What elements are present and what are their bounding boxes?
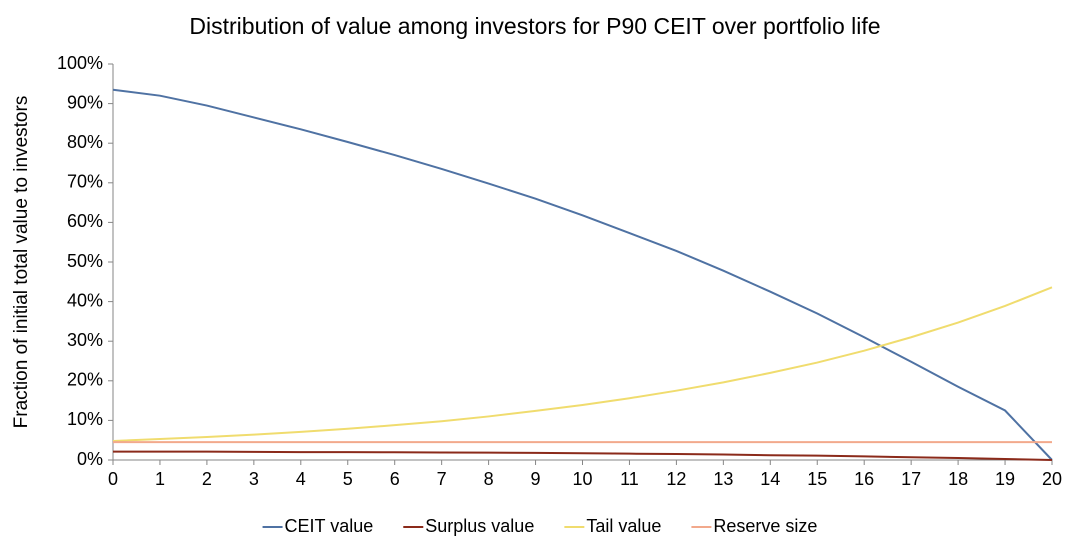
- x-tick-label: 1: [155, 469, 165, 489]
- x-tick-label: 16: [854, 469, 874, 489]
- x-tick-label: 19: [995, 469, 1015, 489]
- x-tick-label: 2: [202, 469, 212, 489]
- x-tick-label: 15: [807, 469, 827, 489]
- series-line: [112, 88, 1053, 461]
- y-tick-label: 60%: [67, 211, 103, 231]
- x-tick-label: 8: [484, 469, 494, 489]
- chart-title: Distribution of value among investors fo…: [189, 13, 880, 39]
- y-axis-title: Fraction of initial total value to inves…: [11, 96, 32, 429]
- x-tick-label: 9: [531, 469, 541, 489]
- y-tick-label: 10%: [67, 409, 103, 429]
- x-tick-label: 12: [666, 469, 686, 489]
- x-tick-label: 18: [948, 469, 968, 489]
- series-line: [112, 286, 1053, 442]
- x-tick-label: 10: [572, 469, 592, 489]
- x-tick-label: 17: [901, 469, 921, 489]
- y-tick-label: 50%: [67, 251, 103, 271]
- x-tick-label: 5: [343, 469, 353, 489]
- y-tick-label: 40%: [67, 290, 103, 310]
- legend-label: Surplus value: [425, 516, 534, 536]
- y-tick-label: 80%: [67, 132, 103, 152]
- legend-label: Reserve size: [713, 516, 817, 536]
- y-tick-label: 90%: [67, 92, 103, 112]
- x-tick-label: 14: [760, 469, 780, 489]
- y-tick-label: 70%: [67, 172, 103, 192]
- x-tick-label: 4: [296, 469, 306, 489]
- y-tick-label: 0%: [77, 449, 103, 469]
- series-line: [113, 450, 1053, 461]
- y-tick-label: 30%: [67, 330, 103, 350]
- x-tick-label: 0: [108, 469, 118, 489]
- x-tick-label: 7: [437, 469, 447, 489]
- y-tick-label: 100%: [57, 53, 103, 73]
- x-tick-label: 11: [620, 469, 639, 489]
- x-tick-label: 13: [713, 469, 733, 489]
- x-tick-label: 20: [1042, 469, 1062, 489]
- legend-label: CEIT value: [285, 516, 374, 536]
- x-tick-label: 6: [390, 469, 400, 489]
- x-tick-label: 3: [249, 469, 259, 489]
- y-tick-label: 20%: [67, 370, 103, 390]
- legend-label: Tail value: [586, 516, 661, 536]
